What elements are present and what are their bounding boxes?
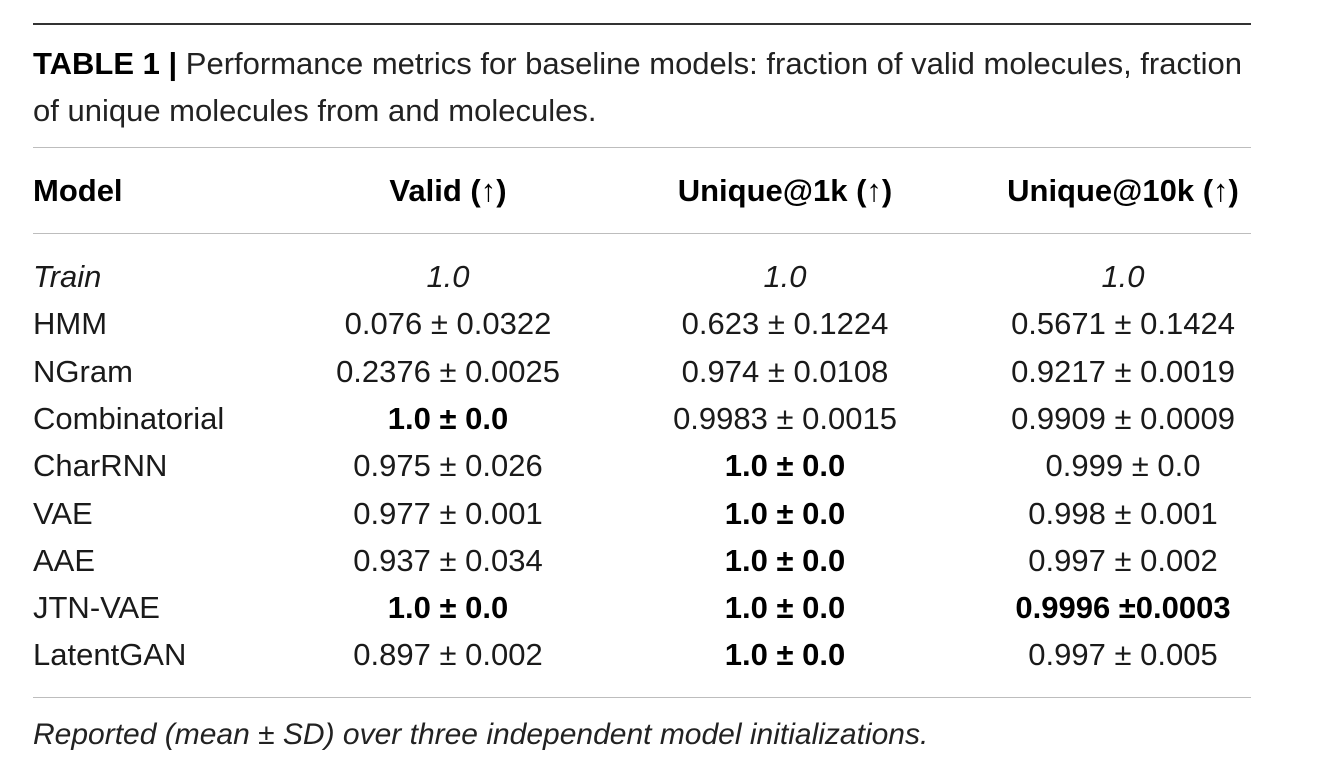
cell-unique-10k: 0.9217 ± 0.0019 bbox=[1011, 353, 1235, 389]
table-row: JTN-VAE 1.0 ± 0.0 1.0 ± 0.0 0.9996 ±0.0003 bbox=[0, 584, 1328, 631]
cell-unique-10k: 0.9996 ±0.0003 bbox=[1015, 590, 1231, 626]
table-header-row: Model Valid (↑) Unique@1k (↑) Unique@10k… bbox=[0, 167, 1328, 214]
cell-valid: 0.975 ± 0.026 bbox=[353, 448, 543, 484]
cell-unique-10k: 1.0 bbox=[1101, 259, 1145, 294]
header-model: Model bbox=[33, 173, 123, 208]
cell-unique-10k: 0.997 ± 0.002 bbox=[1028, 542, 1218, 578]
cell-unique-1k: 1.0 ± 0.0 bbox=[724, 637, 846, 673]
cell-unique-1k: 0.9983 ± 0.0015 bbox=[673, 400, 897, 436]
table-row: LatentGAN 0.897 ± 0.002 1.0 ± 0.0 0.997 ± 0… bbox=[0, 631, 1328, 678]
cell-unique-1k: 1.0 ± 0.0 bbox=[724, 542, 846, 578]
cell-model: LatentGAN bbox=[33, 637, 187, 673]
cell-unique-10k: 0.999 ± 0.0 bbox=[1045, 448, 1201, 484]
table-row: Train 1.0 1.0 1.0 bbox=[0, 253, 1328, 300]
cell-valid: 1.0 ± 0.0 bbox=[387, 590, 509, 626]
cell-valid: 0.2376 ± 0.0025 bbox=[336, 353, 560, 389]
cell-model: JTN-VAE bbox=[33, 590, 160, 626]
cell-model: Train bbox=[33, 259, 102, 294]
header-valid: Valid (↑) bbox=[389, 173, 507, 208]
table-row: VAE 0.977 ± 0.001 1.0 ± 0.0 0.998 ± 0.001 bbox=[0, 490, 1328, 537]
cell-valid: 0.076 ± 0.0322 bbox=[344, 306, 552, 342]
cell-valid: 0.897 ± 0.002 bbox=[353, 637, 543, 673]
table-row: AAE 0.937 ± 0.034 1.0 ± 0.0 0.997 ± 0.002 bbox=[0, 537, 1328, 584]
table-row: HMM 0.076 ± 0.0322 0.623 ± 0.1224 0.5671 ± … bbox=[0, 300, 1328, 347]
cell-unique-1k: 1.0 ± 0.0 bbox=[724, 590, 846, 626]
cell-unique-10k: 0.5671 ± 0.1424 bbox=[1011, 306, 1235, 342]
header-unique-1k: Unique@1k (↑) bbox=[677, 173, 893, 208]
table-footnote: Reported (mean ± SD) over three independ… bbox=[33, 718, 929, 751]
table-bottom-rule bbox=[33, 697, 1251, 698]
caption-label: TABLE 1 | bbox=[33, 46, 178, 81]
cell-valid: 0.977 ± 0.001 bbox=[353, 495, 543, 531]
cell-unique-10k: 0.997 ± 0.005 bbox=[1028, 637, 1218, 673]
cell-valid: 1.0 bbox=[426, 259, 470, 294]
cell-unique-1k: 1.0 ± 0.0 bbox=[724, 495, 846, 531]
table-caption: TABLE 1 | Performance metrics for baseli… bbox=[33, 40, 1263, 134]
top-rule bbox=[33, 23, 1251, 25]
cell-model: AAE bbox=[33, 542, 96, 578]
cell-valid: 1.0 ± 0.0 bbox=[387, 400, 509, 436]
cell-unique-10k: 0.9909 ± 0.0009 bbox=[1011, 400, 1235, 436]
cell-unique-1k: 1.0 bbox=[763, 259, 807, 294]
header-top-rule bbox=[33, 147, 1251, 148]
cell-model: HMM bbox=[33, 306, 108, 342]
table-row: CharRNN 0.975 ± 0.026 1.0 ± 0.0 0.999 ± 0.0 bbox=[0, 442, 1328, 489]
cell-model: Combinatorial bbox=[33, 400, 225, 436]
cell-valid: 0.937 ± 0.034 bbox=[353, 542, 543, 578]
table-row: NGram 0.2376 ± 0.0025 0.974 ± 0.0108 0.9217… bbox=[0, 348, 1328, 395]
header-bottom-rule bbox=[33, 233, 1251, 234]
cell-unique-1k: 0.974 ± 0.0108 bbox=[681, 353, 889, 389]
cell-unique-1k: 1.0 ± 0.0 bbox=[724, 448, 846, 484]
cell-unique-1k: 0.623 ± 0.1224 bbox=[681, 306, 889, 342]
cell-unique-10k: 0.998 ± 0.001 bbox=[1028, 495, 1218, 531]
caption-text: Performance metrics for baseline models:… bbox=[33, 46, 1242, 128]
cell-model: NGram bbox=[33, 353, 133, 389]
cell-model: VAE bbox=[33, 495, 93, 531]
table-row: Combinatorial 1.0 ± 0.0 0.9983 ± 0.0015 0.9… bbox=[0, 395, 1328, 442]
cell-model: CharRNN bbox=[33, 448, 168, 484]
header-unique-10k: Unique@10k (↑) bbox=[1007, 173, 1239, 208]
